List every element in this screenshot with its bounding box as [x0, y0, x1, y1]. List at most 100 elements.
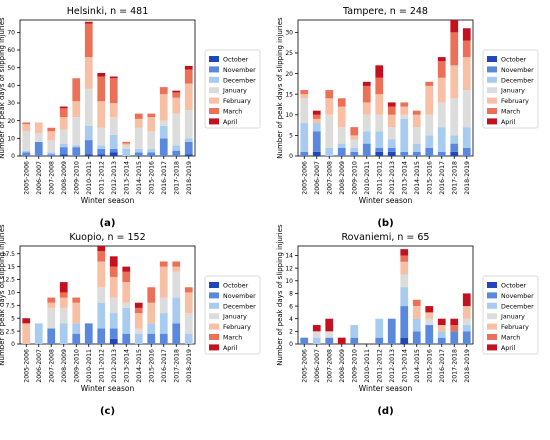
legend-swatch: [487, 87, 497, 94]
bar-segment: [147, 131, 156, 149]
bar-segment: [325, 318, 334, 332]
x-tick-label: 2018-2019: [186, 349, 193, 383]
bar-segment: [122, 307, 131, 334]
x-tick-label: 2015-2016: [426, 161, 433, 195]
x-tick-label: 2006-2007: [314, 349, 321, 383]
bar-segment: [312, 325, 321, 332]
bar-segment: [122, 148, 131, 156]
bar-segment: [97, 251, 106, 262]
y-axis-label: Number of peak days of slipping injuries: [276, 224, 284, 366]
bar-segment: [47, 307, 56, 329]
bar-segment: [387, 106, 396, 115]
bar-segment: [109, 103, 118, 118]
plot-frame: [297, 19, 474, 157]
legend-swatch: [487, 66, 497, 73]
bar-segment: [109, 338, 118, 344]
bar-segment: [184, 313, 193, 334]
bar-segment: [172, 113, 181, 146]
bar-segment: [47, 302, 56, 308]
x-tick-label: 2016-2017: [161, 161, 168, 195]
bar-segment: [84, 21, 93, 24]
x-tick-label: 2009-2010: [73, 349, 80, 383]
bar-segment: [437, 325, 446, 332]
y-tick-label: 25: [285, 50, 293, 57]
bar-segment: [337, 127, 346, 144]
bar-segment: [425, 114, 434, 136]
bar-segment: [375, 131, 384, 148]
legend-label: January: [500, 88, 525, 95]
panel-label: (a): [100, 218, 116, 229]
x-tick-label: 2007-2008: [326, 161, 333, 195]
bar-segment: [72, 297, 81, 303]
bar-segment: [387, 147, 396, 152]
bar-segment: [134, 127, 143, 149]
bar-segment: [437, 61, 446, 78]
legend-label: November: [223, 67, 256, 74]
bar-segment: [450, 98, 459, 136]
legend-swatch: [487, 97, 497, 104]
bar-segment: [59, 117, 68, 130]
bar-segment: [122, 302, 131, 308]
bar-segment: [425, 318, 434, 326]
bar-segment: [337, 98, 346, 107]
bar-segment: [337, 337, 346, 344]
bar-segment: [22, 131, 31, 151]
bar-segment: [172, 261, 181, 267]
legend-label: February: [501, 98, 529, 105]
y-tick-label: 0: [11, 153, 15, 160]
x-tick-label: 2014-2015: [136, 161, 143, 195]
legend-label: March: [223, 335, 242, 342]
x-tick-label: 2012-2013: [389, 349, 396, 383]
bar-segment: [34, 122, 43, 134]
bar-segment: [122, 141, 131, 144]
x-tick-label: 2016-2017: [439, 349, 446, 383]
bar-segment: [437, 57, 446, 62]
y-tick-label: 2.5: [5, 328, 15, 335]
bar-segment: [147, 302, 156, 324]
x-tick-label: 2017-2018: [451, 349, 458, 383]
bar-segment: [425, 147, 434, 156]
bar-segment: [412, 127, 421, 144]
bar-segment: [375, 94, 384, 115]
legend-swatch: [209, 344, 219, 351]
bar-segment: [184, 333, 193, 344]
legend-label: October: [223, 57, 249, 64]
bar-segment: [97, 328, 106, 344]
bar-segment: [109, 78, 118, 104]
bar-segment: [84, 323, 93, 344]
x-tick-label: 2017-2018: [173, 349, 180, 383]
bar-segment: [159, 266, 168, 298]
bar-segment: [412, 151, 421, 156]
bar-segment: [97, 287, 106, 303]
bar-segment: [109, 256, 118, 267]
x-tick-label: 2008-2009: [339, 349, 346, 383]
y-tick-label: 8: [289, 291, 293, 298]
bar-segment: [184, 138, 193, 142]
x-tick-label: 2010-2011: [364, 161, 371, 195]
bar-segment: [400, 255, 409, 262]
bar-segment: [34, 323, 43, 344]
bar-segment: [425, 135, 434, 148]
legend-swatch: [209, 302, 219, 309]
y-tick-label: 40: [7, 83, 15, 90]
bar-segment: [22, 122, 31, 125]
x-tick-label: 2007-2008: [326, 349, 333, 383]
bar-segment: [184, 65, 193, 70]
x-tick-label: 2015-2016: [426, 349, 433, 383]
bar-segment: [97, 101, 106, 128]
y-tick-label: 5: [11, 315, 15, 322]
bar-segment: [147, 323, 156, 334]
bar-segment: [59, 147, 68, 155]
bar-segment: [375, 77, 384, 95]
bar-segment: [147, 333, 156, 344]
bar-segment: [147, 117, 156, 132]
bar-segment: [72, 101, 81, 118]
x-tick-label: 2008-2009: [61, 161, 68, 195]
x-tick-label: 2005-2006: [301, 161, 308, 195]
x-tick-label: 2006-2007: [36, 161, 43, 195]
legend-label: March: [501, 109, 520, 116]
bar-segment: [437, 337, 446, 344]
legend-swatch: [487, 344, 497, 351]
legend-swatch: [209, 97, 219, 104]
